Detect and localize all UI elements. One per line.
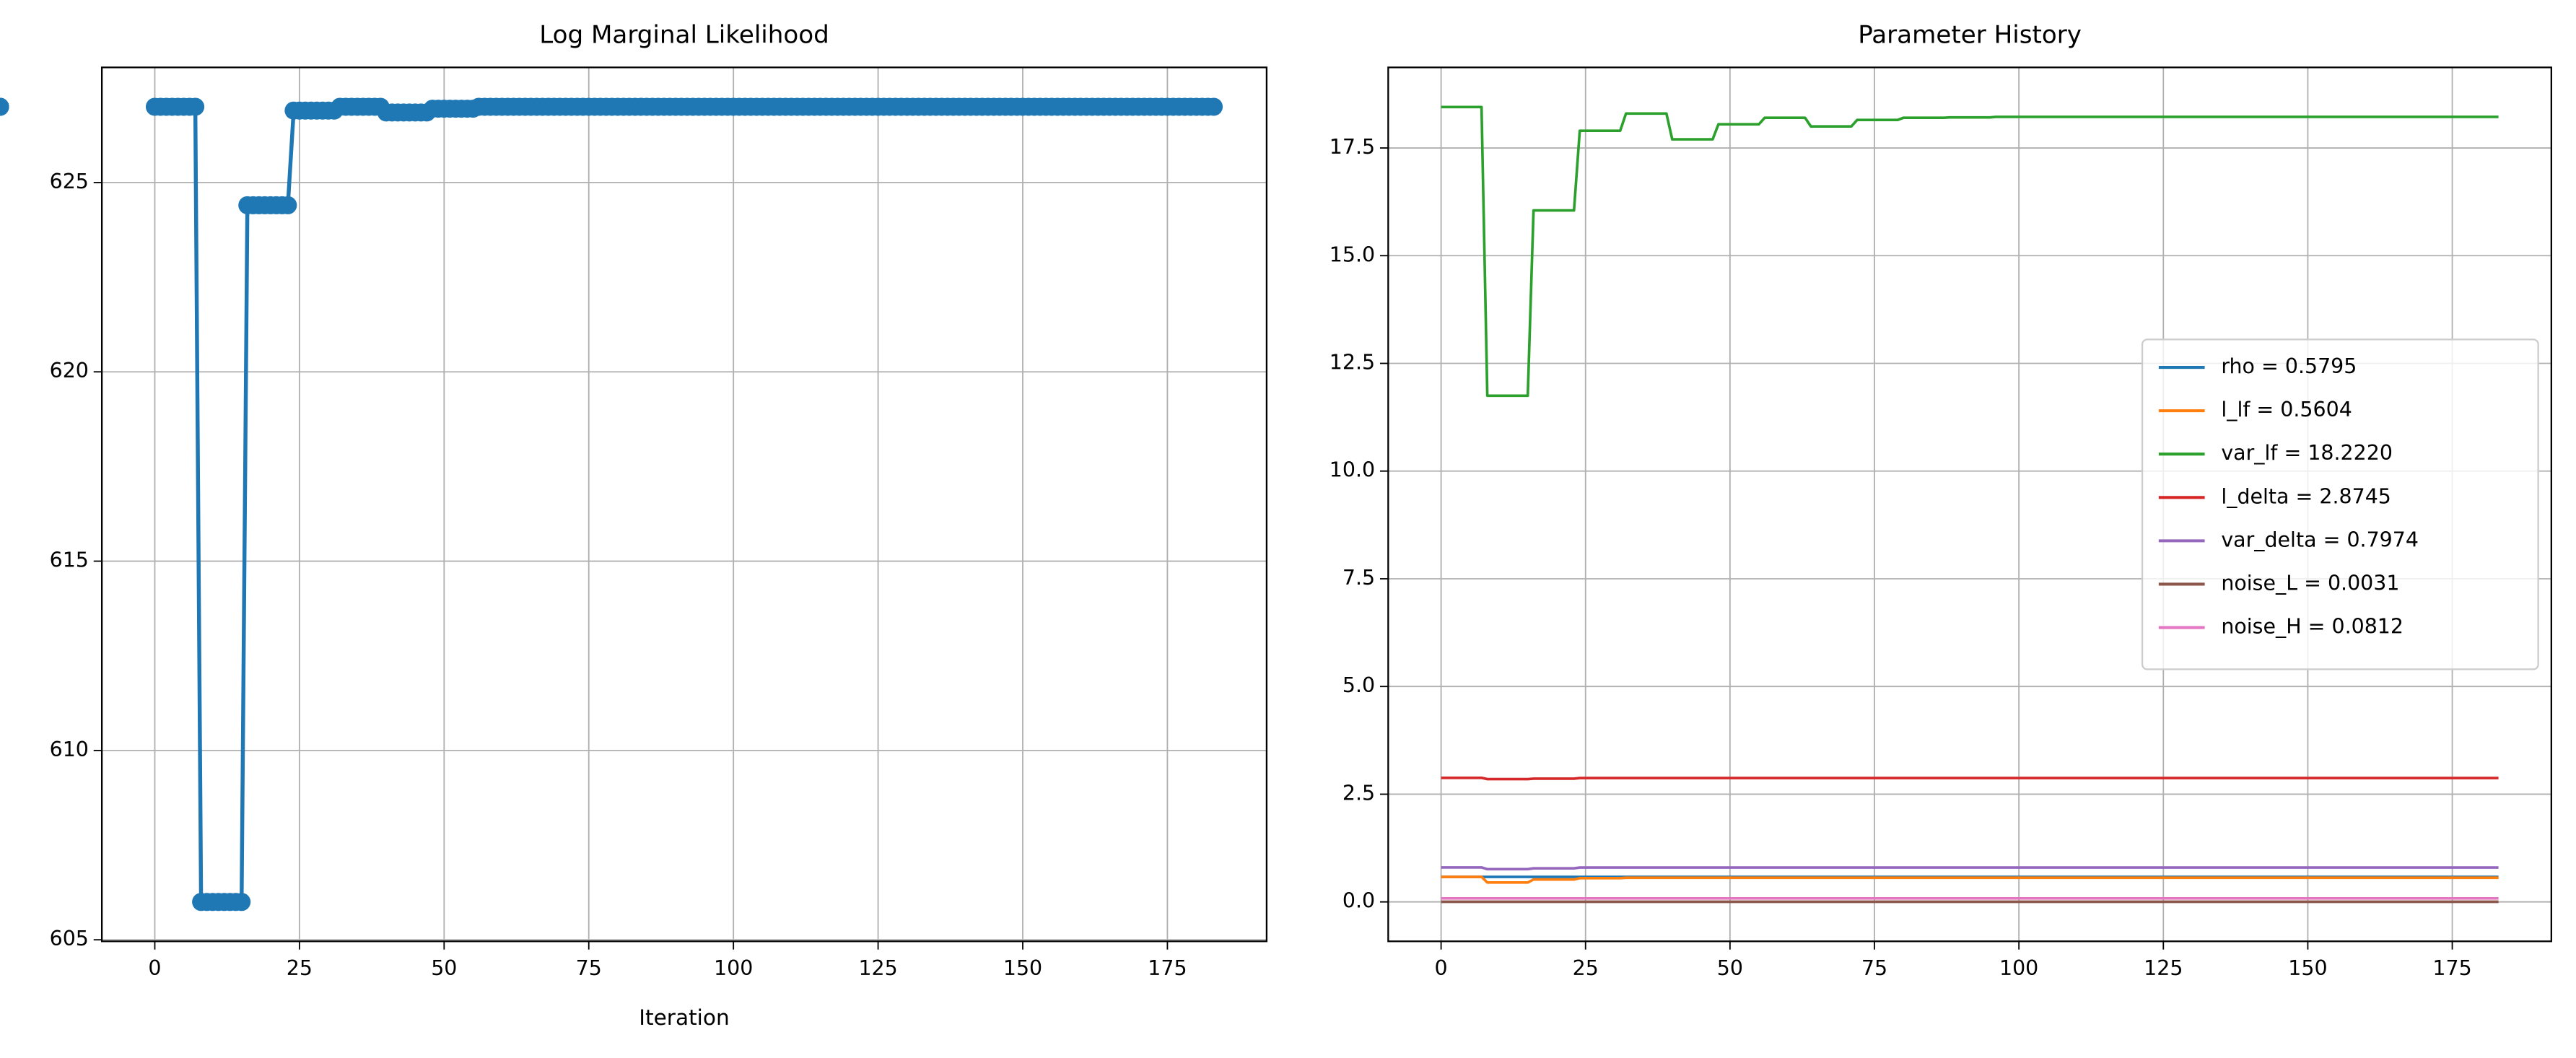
x-tick-label: 25 [1573, 956, 1599, 980]
data-line [1441, 776, 2499, 781]
y-tick-label: 615 [50, 548, 89, 572]
y-tick-label: 15.0 [1330, 242, 1375, 266]
x-tick-label: 0 [1435, 956, 1448, 980]
y-tick-label: 2.5 [1342, 781, 1375, 805]
legend-label: var_delta = 0.7974 [2221, 528, 2419, 551]
data-point [186, 97, 205, 116]
x-tick-label: 150 [2288, 956, 2327, 980]
y-tick-label: 17.5 [1330, 135, 1375, 159]
x-tick-label: 25 [287, 956, 313, 980]
x-tick-label: 125 [2144, 956, 2183, 980]
x-tick-label: 175 [1148, 956, 1187, 980]
chart-title: Log Marginal Likelihood [539, 21, 829, 50]
y-tick-label: 610 [50, 738, 89, 761]
x-tick-label: 75 [576, 956, 602, 980]
x-axis-label: Iteration [639, 1005, 729, 1030]
x-tick-label: 150 [1003, 956, 1042, 980]
subplot: Parameter History 0 25 50 75 100 125 150 175 0.0 2… [1330, 21, 2552, 980]
plot-frame [1387, 66, 2552, 943]
y-tick-label: 10.0 [1330, 458, 1375, 482]
x-tick-label: 125 [858, 956, 897, 980]
data-line [1441, 105, 2499, 398]
data-line [154, 105, 1214, 904]
y-tick-label: 605 [50, 927, 89, 950]
plot-frame [100, 66, 1268, 943]
y-tick-label: 0.0 [1342, 889, 1375, 913]
subplot: Log Marginal Likelihood 0 25 50 75 100 125 150 1… [0, 21, 1268, 1030]
chart-title: Parameter History [1858, 21, 2082, 50]
legend-label: rho = 0.5795 [2221, 354, 2357, 378]
legend-label: noise_H = 0.0812 [2221, 615, 2403, 639]
x-tick-label: 50 [1717, 956, 1743, 980]
legend-box [2141, 338, 2539, 670]
legend: rho = 0.5795 l_lf = 0.5604 var_lf = 18.222… [2141, 338, 2539, 670]
data-point [279, 196, 297, 214]
data-line [1441, 875, 2499, 884]
y-tick-label: 7.5 [1342, 566, 1375, 590]
x-tick-label: 175 [2432, 956, 2471, 980]
x-tick-label: 100 [1999, 956, 2038, 980]
data-point [0, 97, 9, 116]
data-line [1441, 866, 2499, 871]
legend-label: noise_L = 0.0031 [2221, 571, 2399, 595]
x-tick-label: 0 [148, 956, 161, 980]
legend-label: l_lf = 0.5604 [2221, 398, 2352, 421]
x-tick-label: 75 [1861, 956, 1887, 980]
data-point [1205, 97, 1223, 116]
y-tick-label: 5.0 [1342, 673, 1375, 697]
x-tick-label: 100 [714, 956, 753, 980]
data-point [232, 893, 251, 911]
y-tick-label: 12.5 [1330, 351, 1375, 375]
x-tick-label: 50 [431, 956, 457, 980]
legend-label: var_lf = 18.2220 [2221, 441, 2393, 465]
legend-label: l_delta = 2.8745 [2221, 484, 2391, 508]
y-tick-label: 620 [50, 359, 89, 382]
y-tick-label: 625 [50, 170, 89, 193]
